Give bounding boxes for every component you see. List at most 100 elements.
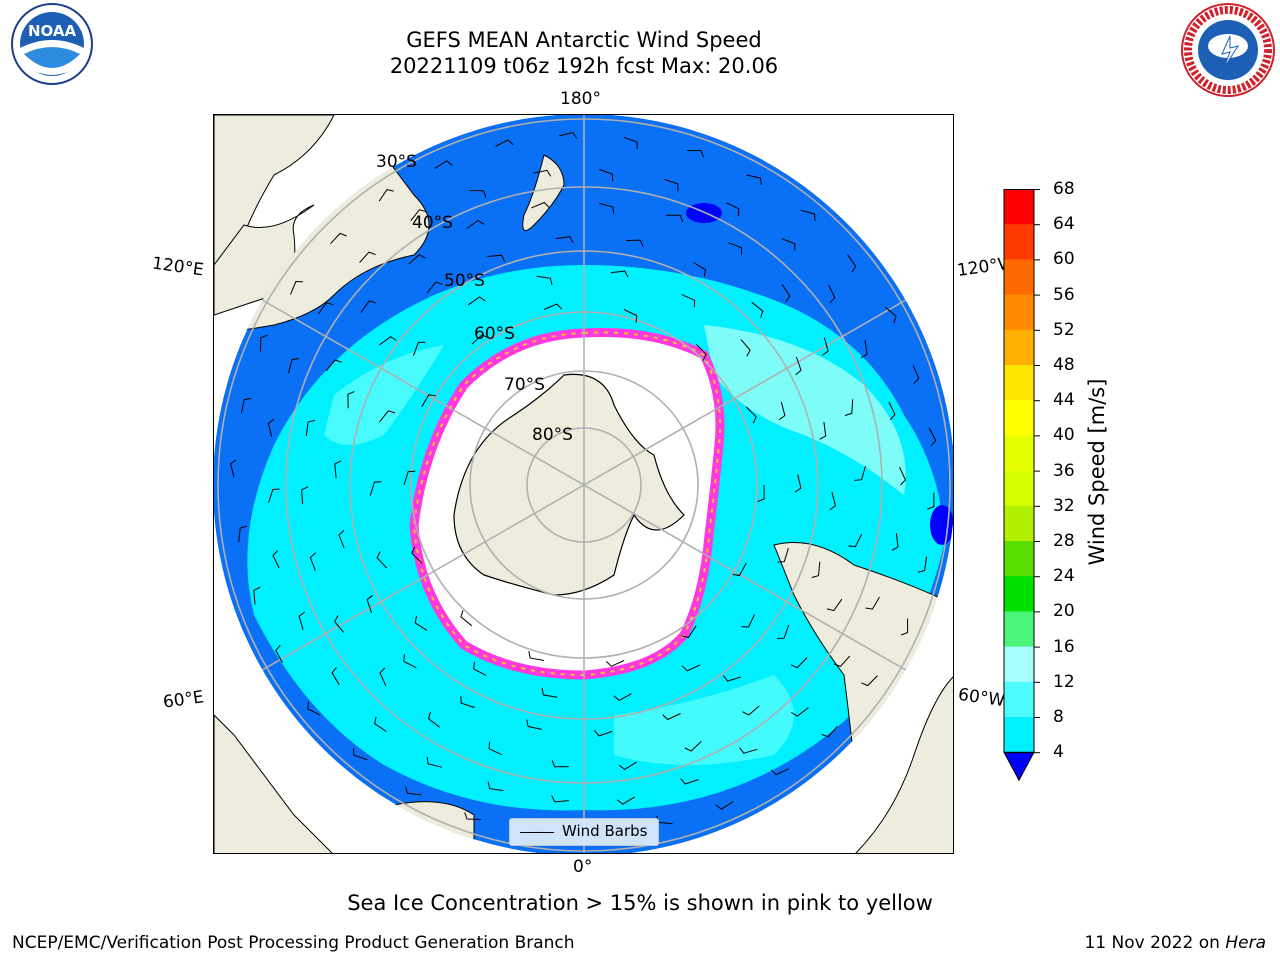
- colorbar-tick-label: 8: [1053, 707, 1064, 727]
- wind-barb: [917, 556, 928, 573]
- wind-barb: [599, 202, 615, 214]
- colorbar-tick-label: 20: [1053, 601, 1075, 622]
- wind-barb: [599, 168, 613, 182]
- wind-barb: [751, 301, 764, 318]
- wind-barb: [267, 418, 275, 438]
- ocean-high-wind-patch-2: [324, 345, 444, 445]
- wind-barb: [757, 484, 765, 503]
- wind-barb: [828, 284, 836, 304]
- wind-barb: [742, 705, 760, 716]
- wind-barb: [275, 644, 283, 664]
- footer-date-text: 11 Nov 2022 on: [1084, 933, 1226, 953]
- chart-subtitle: 20221109 t06z 192h fcst Max: 20.06: [389, 54, 779, 78]
- wind-barb: [369, 481, 382, 496]
- wind-barb: [330, 232, 347, 245]
- colorbar-band: [1004, 189, 1034, 225]
- footer-org: NCEP/EMC/Verification Post Processing Pr…: [12, 933, 575, 953]
- wind-barb: [928, 427, 937, 447]
- polar-map[interactable]: 30°S 40°S 50°S 60°S 70°S 80°S Wind Barbs: [213, 114, 954, 854]
- lon-label-0: 0°: [573, 857, 593, 877]
- wind-barb: [464, 812, 482, 820]
- wind-barb: [826, 598, 843, 612]
- wind-barb: [551, 795, 569, 803]
- wind-barb: [822, 337, 829, 356]
- wind-barb: [487, 254, 506, 262]
- wind-barb: [662, 713, 681, 721]
- wind-barb: [888, 401, 896, 420]
- wind-barb: [555, 236, 574, 244]
- wind-barbs: [229, 132, 937, 839]
- colorbar-band: [1004, 259, 1034, 296]
- africa-land: [323, 801, 475, 853]
- colorbar-tick-label: 44: [1053, 390, 1075, 411]
- wind-barb: [531, 201, 550, 209]
- colorbar-tick-label: 60: [1053, 249, 1075, 270]
- wind-barb: [526, 719, 542, 730]
- wind-barb: [334, 460, 342, 478]
- wind-barb: [466, 219, 485, 230]
- wind-barb: [426, 756, 442, 768]
- wind-barb: [272, 550, 280, 569]
- wind-barb: [495, 139, 514, 147]
- wind-barb: [618, 761, 637, 771]
- lon-label-60e: 60°E: [161, 687, 206, 713]
- wind-barb: [410, 209, 427, 222]
- lat-label-30s: 30°S: [376, 152, 417, 172]
- wind-barb: [427, 711, 440, 728]
- wind-barb: [800, 209, 816, 222]
- wind-barb: [847, 254, 857, 273]
- sea-ice-yellow: [412, 331, 721, 677]
- colorbar-tick-label: 4: [1053, 742, 1064, 763]
- wind-barb: [745, 406, 757, 424]
- colorbar-tick-label: 24: [1053, 566, 1075, 587]
- wind-barb: [616, 796, 636, 805]
- colorbar-band: [1004, 576, 1034, 612]
- wind-barb: [378, 189, 395, 202]
- colorbar-band: [1004, 435, 1034, 472]
- wind-barb: [379, 410, 396, 423]
- colorbar-tick-label: 68: [1053, 179, 1075, 199]
- lon-label-60w: 60°W: [956, 684, 1007, 712]
- wind-barb: [623, 136, 638, 150]
- lat-label-70s: 70°S: [504, 375, 545, 395]
- colorbar-extend-triangle: [1003, 751, 1035, 782]
- wind-barb: [238, 525, 248, 542]
- wind-barb: [610, 270, 629, 278]
- wind-barb: [379, 667, 387, 686]
- wind-barb: [819, 421, 827, 440]
- wind-barb: [403, 654, 417, 669]
- colorbar-tick-label: 16: [1053, 636, 1075, 657]
- wind-barb: [411, 546, 423, 564]
- colorbar-band: [1004, 294, 1034, 331]
- wind-barb: [408, 254, 426, 265]
- footer-date: 11 Nov 2022 on Hera: [1084, 933, 1266, 953]
- wind-barb: [666, 214, 684, 222]
- wind-barb: [829, 491, 837, 511]
- wind-barb: [334, 615, 344, 633]
- colorbar-tick-label: 32: [1053, 495, 1075, 516]
- wind-barb: [331, 667, 340, 686]
- lat-label-80s: 80°S: [532, 425, 573, 445]
- wind-barb: [528, 651, 544, 661]
- wind-barb: [307, 701, 321, 716]
- wind-barb: [421, 394, 436, 408]
- colorbar-band: [1004, 681, 1034, 718]
- wind-barb: [891, 533, 899, 551]
- wind-barb: [290, 280, 303, 295]
- wind-barb: [298, 611, 305, 630]
- colorbar-tick-label: 56: [1053, 284, 1075, 305]
- wind-barb: [551, 760, 569, 768]
- map-canvas: [214, 115, 953, 853]
- sea-ice-note: Sea Ice Concentration > 15% is shown in …: [347, 891, 933, 915]
- legend-label: Wind Barbs: [562, 822, 648, 840]
- wind-barb: [626, 239, 644, 247]
- wind-barb: [413, 341, 426, 356]
- wind-barb: [722, 675, 742, 682]
- wind-barb: [739, 747, 758, 754]
- wind-barb: [613, 693, 632, 702]
- wind-barb: [912, 365, 920, 384]
- wind-barb: [833, 655, 851, 667]
- max-wind-spot-2: [930, 505, 953, 545]
- wind-barb: [403, 470, 416, 486]
- wind-barb: [325, 359, 342, 372]
